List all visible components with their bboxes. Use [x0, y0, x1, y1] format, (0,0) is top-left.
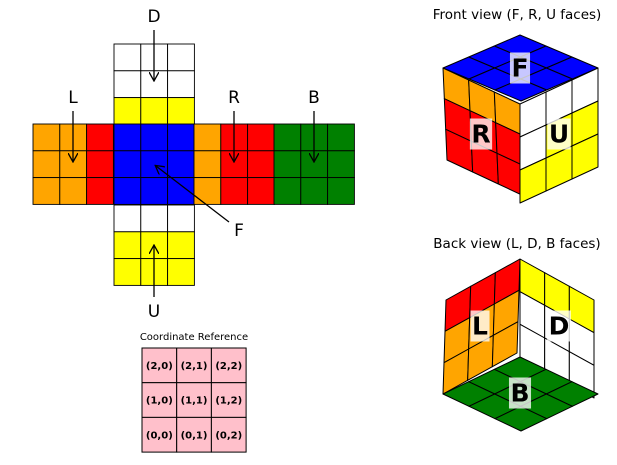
front-face-label-left-background [469, 118, 493, 150]
coordinate-cell-label: (2,1) [181, 361, 208, 372]
net-sticker-u-0-0 [113, 204, 142, 233]
coordinate-cell [176, 416, 212, 453]
net-sticker-u-1-2 [167, 231, 195, 260]
back-left-sticker-2-2 [491, 321, 519, 368]
back-face-label-bottom-background [508, 377, 532, 409]
coordinate-cell-label: (0,0) [146, 430, 173, 441]
net-sticker-b-1-0 [273, 150, 302, 179]
back-face-label-right: D [549, 312, 570, 341]
net-sticker-u-2-0 [113, 258, 142, 286]
net-sticker-b-1-2 [327, 150, 355, 179]
front-view-title: Front view (F, R, U faces) [433, 7, 602, 23]
net-sticker-f-0-2 [167, 123, 195, 152]
net-sticker-f-2-0 [113, 177, 142, 205]
net-sticker-l-0-2 [86, 123, 114, 152]
net-sticker-l-2-1 [59, 177, 88, 205]
coordinate-cell [210, 416, 247, 453]
net-label-u: U [148, 302, 160, 322]
net-sticker-r-1-0 [193, 150, 222, 179]
back-face-label-right-background [547, 310, 571, 342]
net-sticker-b-0-0 [273, 123, 302, 152]
net-sticker-f-1-2 [167, 150, 195, 179]
coordinate-cell-label: (1,1) [181, 396, 208, 407]
net-sticker-d-0-2 [167, 43, 195, 72]
coordinate-cell [210, 347, 247, 384]
net-sticker-b-2-1 [300, 177, 329, 205]
net-label-f: F [234, 221, 244, 241]
net-sticker-u-2-2 [167, 258, 195, 286]
cube-net [32, 43, 355, 286]
net-sticker-u-0-1 [140, 204, 169, 233]
net-sticker-f-0-1 [140, 123, 169, 152]
coordinate-cell-label: (0,2) [215, 430, 242, 441]
front-face-label-right-background [547, 118, 571, 150]
net-sticker-d-2-1 [140, 97, 169, 125]
front-right-sticker-2-2 [571, 133, 599, 180]
back-face-label-left-background [470, 310, 490, 342]
net-sticker-l-0-0 [32, 123, 61, 152]
coordinate-cell [210, 382, 247, 418]
coordinate-cell-label: (0,1) [181, 430, 208, 441]
net-sticker-l-2-2 [86, 177, 114, 205]
net-sticker-u-0-2 [167, 204, 195, 233]
net-sticker-r-1-2 [247, 150, 275, 179]
net-label-r: R [228, 88, 240, 108]
back-bottom-sticker-2-2 [494, 405, 548, 432]
net-sticker-l-2-0 [32, 177, 61, 205]
net-sticker-r-0-0 [193, 123, 222, 152]
net-sticker-u-1-0 [113, 231, 142, 260]
coordinate-cell-label: (2,2) [215, 361, 242, 372]
net-sticker-l-1-2 [86, 150, 114, 179]
net-sticker-d-1-0 [113, 70, 142, 99]
net-sticker-r-2-0 [193, 177, 222, 205]
coordinate-cell-label: (2,0) [146, 361, 173, 372]
back-view-title: Back view (L, D, B faces) [433, 236, 600, 252]
back-face-label-left: L [472, 312, 488, 341]
net-sticker-f-0-0 [113, 123, 142, 152]
coordinate-cell [176, 347, 212, 384]
net-sticker-b-2-0 [273, 177, 302, 205]
front-top-sticker-2-2 [494, 78, 548, 102]
coordinate-reference-grid: (2,0) (2,1) (2,2) (1,0) (1,1) (1,2) (0,0) (0,1)… [141, 347, 247, 453]
net-sticker-f-1-0 [113, 150, 142, 179]
net-label-b: B [308, 88, 320, 108]
net-sticker-b-0-2 [327, 123, 355, 152]
front-face-label-right: U [549, 120, 569, 149]
front-face-label-left: R [471, 120, 490, 149]
coordinate-cell [141, 416, 178, 453]
net-sticker-f-2-1 [140, 177, 169, 205]
net-label-l: L [68, 88, 78, 108]
net-sticker-f-1-1 [140, 150, 169, 179]
coordinate-reference-title: Coordinate Reference [140, 332, 248, 343]
front-face-label-top: F [511, 54, 528, 83]
back-view-cube: L D B [442, 258, 599, 432]
net-sticker-r-0-2 [247, 123, 275, 152]
coordinate-cell-label: (1,2) [215, 396, 242, 407]
front-view-cube: F R U [442, 34, 599, 204]
net-sticker-d-1-2 [167, 70, 195, 99]
net-sticker-l-1-0 [32, 150, 61, 179]
coordinate-cell-label: (1,0) [146, 396, 173, 407]
net-sticker-d-0-0 [113, 43, 142, 72]
net-sticker-b-2-2 [327, 177, 355, 205]
arrow-f [156, 166, 230, 223]
net-label-d: D [147, 7, 160, 27]
net-sticker-d-2-0 [113, 97, 142, 125]
coordinate-cell [141, 382, 178, 418]
net-sticker-d-2-2 [167, 97, 195, 125]
back-face-label-bottom: B [510, 379, 529, 408]
net-sticker-f-2-2 [167, 177, 195, 205]
front-face-label-top-background [509, 52, 531, 84]
net-sticker-r-2-1 [220, 177, 249, 205]
net-sticker-r-2-2 [247, 177, 275, 205]
